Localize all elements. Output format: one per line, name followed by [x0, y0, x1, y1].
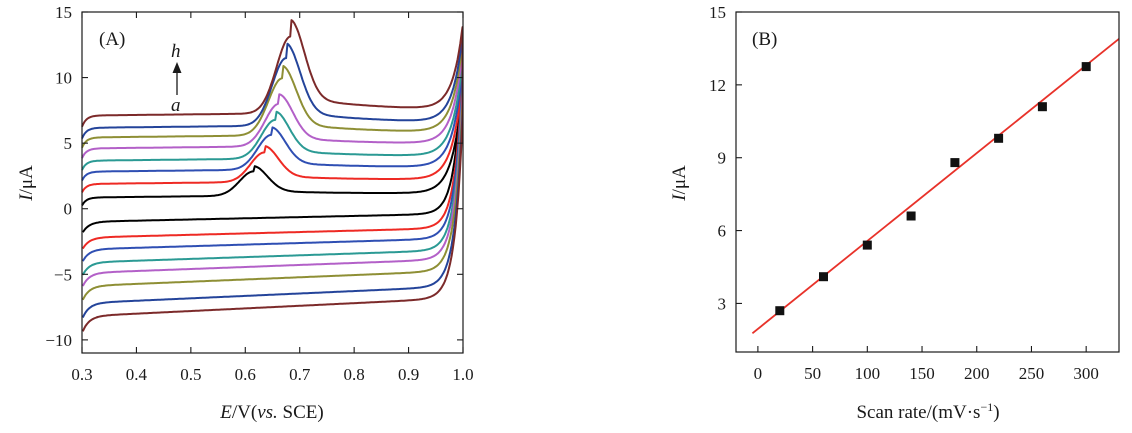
scatter-marks	[751, 38, 1120, 335]
data-point	[906, 211, 916, 221]
y-tick-label-a: 15	[55, 3, 72, 22]
y-tick-label-a: −10	[45, 331, 72, 350]
plot-frame-b	[735, 11, 1120, 353]
x-axis-label-a: E/V(vs. SCE)	[219, 402, 323, 423]
panel-label-a: (A)	[99, 29, 125, 50]
x-tick-label-b: 300	[1073, 364, 1099, 383]
x-label-end-b: )	[993, 402, 999, 423]
annotation-a: a	[171, 95, 181, 116]
data-point	[1037, 102, 1047, 112]
y-tick-label-b: 12	[709, 76, 726, 95]
y-axis-label-a: I/μA	[16, 165, 37, 202]
data-point	[1081, 62, 1091, 72]
y-tick-label-a: 5	[64, 134, 73, 153]
x-axis-label-b: Scan rate/(mV·s−1)	[856, 400, 999, 423]
y-tick-label-a: 10	[55, 69, 72, 88]
y-label-var-a: I	[16, 193, 37, 202]
x-tick-label-a: 0.6	[235, 365, 256, 384]
y-tick-label-a: −5	[54, 265, 72, 284]
panel-b: 0 50 100 150 200 250 300 15 12 9 6 3 (B) Scan rate/…	[669, 3, 1120, 423]
x-tick-label-b: 250	[1019, 364, 1045, 383]
x-label-unit-a: /V(	[232, 402, 257, 423]
y-tick-label-b: 6	[718, 222, 727, 241]
y-tick-label-a: 0	[64, 200, 73, 219]
data-point	[819, 272, 828, 282]
x-tick-label-a: 0.7	[289, 365, 311, 384]
x-tick-label-a: 0.8	[344, 365, 365, 384]
x-tick-label-a: 0.4	[126, 365, 148, 384]
annotation-h: h	[171, 41, 181, 62]
x-tick-label-b: 50	[804, 364, 821, 383]
cv-curves	[81, 19, 464, 332]
axes-ticks-b: 0 50 100 150 200 250 300 15 12 9 6 3	[709, 3, 1099, 383]
panel-label-b: (B)	[752, 29, 777, 50]
x-label-sup-b: −1	[980, 400, 993, 414]
y-axis-label-b: I/μA	[669, 165, 690, 202]
x-tick-label-a: 0.9	[398, 365, 419, 384]
x-tick-label-b: 0	[754, 364, 763, 383]
fit-line	[751, 38, 1120, 335]
data-point	[862, 240, 872, 250]
data-point	[950, 158, 960, 168]
data-point	[775, 306, 785, 316]
x-label-var-a: E	[219, 402, 232, 423]
plot-frame-a	[81, 11, 464, 354]
x-label-b: Scan rate/(mV·s	[856, 402, 980, 423]
x-tick-label-b: 100	[855, 364, 881, 383]
x-tick-label-b: 150	[909, 364, 935, 383]
annotation-arrow-head	[172, 62, 182, 73]
y-tick-label-b: 3	[718, 294, 727, 313]
x-tick-label-b: 200	[964, 364, 990, 383]
axes-ticks-a: 0.3 0.4 0.5 0.6 0.7 0.8 0.9 1.0 15 10 5 0 −5 −10	[45, 3, 473, 384]
y-tick-label-b: 9	[718, 149, 727, 168]
y-label-unit-b: /μA	[669, 165, 690, 194]
y-label-unit-a: /μA	[16, 165, 37, 194]
data-point	[994, 133, 1004, 143]
x-label-ref-a: SCE)	[278, 402, 324, 423]
x-tick-label-a: 0.5	[180, 365, 201, 384]
y-tick-label-b: 15	[709, 3, 726, 22]
x-tick-label-a: 1.0	[452, 365, 473, 384]
y-label-var-b: I	[669, 193, 690, 202]
x-label-vs-a: vs.	[257, 402, 278, 423]
x-tick-label-a: 0.3	[71, 365, 92, 384]
